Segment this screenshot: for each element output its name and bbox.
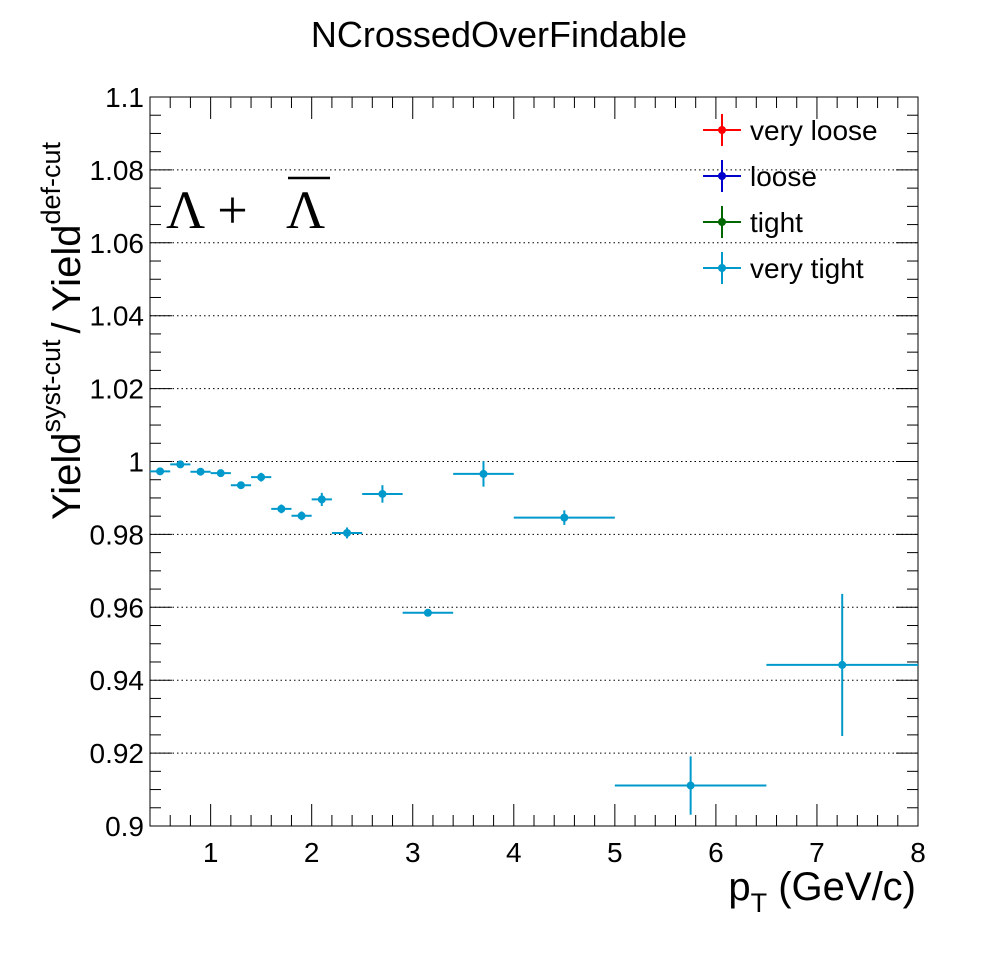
- legend-label: loose: [750, 161, 817, 192]
- marker: [686, 781, 695, 790]
- legend-marker: [718, 218, 726, 226]
- marker: [378, 489, 387, 498]
- annotation-antilambda: Λ: [286, 180, 325, 240]
- data-point: [311, 492, 332, 506]
- marker: [196, 467, 205, 476]
- data-point: [150, 467, 171, 476]
- x-tick-label: 4: [506, 837, 522, 868]
- y-tick-label: 1.02: [90, 374, 145, 405]
- y-tick-label: 1.06: [90, 228, 145, 259]
- particle-annotation: Λ + Λ: [166, 176, 330, 240]
- annotation-lambda: Λ +: [166, 180, 261, 240]
- legend-label: very tight: [750, 253, 864, 284]
- marker: [838, 660, 847, 669]
- chart-title: NCrossedOverFindable: [311, 14, 687, 55]
- legend: very loose loose tight very tight: [703, 114, 878, 284]
- marker: [176, 460, 185, 469]
- y-tick-label: 0.98: [90, 519, 145, 550]
- marker: [277, 504, 286, 513]
- y-label-divide-yield: / Yield: [45, 225, 89, 334]
- x-tick-label: 1: [203, 837, 219, 868]
- y-tick-label: 1.04: [90, 301, 145, 332]
- gridlines: [150, 169, 918, 754]
- marker: [317, 495, 326, 504]
- plot-frame: [149, 96, 919, 827]
- marker: [343, 528, 352, 537]
- y-axis-label: Yieldsyst-cut / Yielddef-cut: [36, 142, 89, 520]
- y-tick-label: 1.08: [90, 155, 145, 186]
- data-point: [513, 510, 615, 525]
- y-label-def-cut: def-cut: [36, 142, 66, 225]
- y-tick-label: 1.1: [105, 82, 144, 113]
- data-point: [210, 469, 231, 478]
- marker: [236, 481, 245, 490]
- marker: [423, 608, 432, 617]
- series-very-tight: [150, 460, 918, 815]
- legend-entry: very loose: [703, 114, 878, 146]
- legend-marker: [718, 172, 726, 180]
- marker: [297, 511, 306, 520]
- legend-entry: loose: [703, 160, 817, 192]
- x-label-units: (GeV/c): [767, 865, 916, 909]
- marker: [257, 473, 266, 482]
- x-axis-ticks: 1 2 3 4 5 6 7 8: [149, 97, 926, 868]
- data-point: [614, 756, 767, 815]
- x-tick-label: 6: [708, 837, 724, 868]
- x-tick-label: 2: [304, 837, 320, 868]
- y-tick-label: 0.92: [90, 738, 145, 769]
- marker: [479, 469, 488, 478]
- y-tick-label: 0.9: [105, 811, 144, 842]
- y-tick-label: 1: [128, 447, 144, 478]
- data-point: [331, 527, 363, 539]
- legend-label: tight: [750, 207, 803, 238]
- marker: [156, 467, 165, 476]
- y-tick-label: 0.96: [90, 592, 145, 623]
- legend-marker: [718, 126, 726, 134]
- data-point: [291, 511, 312, 521]
- legend-entry: tight: [703, 206, 803, 238]
- data-point: [251, 472, 272, 482]
- x-axis-label: pT (GeV/c): [728, 865, 916, 918]
- data-point: [453, 461, 514, 487]
- data-point: [230, 481, 252, 490]
- legend-marker: [718, 264, 726, 272]
- legend-label: very loose: [750, 115, 878, 146]
- y-label-yield: Yield: [45, 433, 89, 520]
- data-point: [766, 593, 918, 736]
- y-label-syst-cut: syst-cut: [36, 339, 66, 433]
- marker: [560, 513, 569, 522]
- data-point: [170, 460, 191, 469]
- legend-entry: very tight: [703, 252, 864, 284]
- x-label-t: T: [751, 888, 768, 918]
- x-tick-label: 8: [910, 837, 926, 868]
- data-point: [362, 485, 403, 503]
- x-tick-label: 3: [405, 837, 421, 868]
- data-point: [271, 504, 292, 514]
- x-tick-label: 7: [809, 837, 825, 868]
- y-tick-label: 0.94: [90, 665, 145, 696]
- x-label-p: p: [728, 865, 750, 909]
- data-point: [190, 467, 211, 476]
- marker: [216, 469, 225, 478]
- x-tick-label: 5: [607, 837, 623, 868]
- y-axis-ticks: 0.9 0.92 0.94 0.96 0.98 1 1.02 1.04 1.06 1.08 1.1: [90, 82, 918, 842]
- data-point: [402, 608, 454, 617]
